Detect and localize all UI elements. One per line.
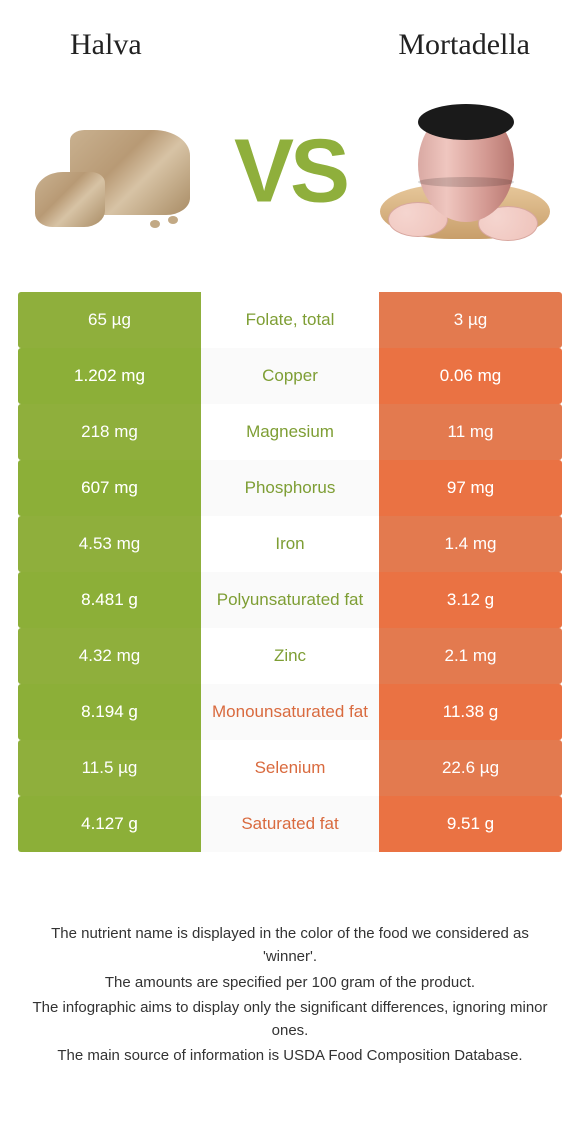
table-row: 1.202 mgCopper0.06 mg bbox=[18, 348, 562, 404]
food-title-right: Mortadella bbox=[280, 28, 530, 62]
nutrient-name: Folate, total bbox=[201, 292, 379, 348]
value-right: 11.38 g bbox=[379, 684, 562, 740]
header: Halva Mortadella bbox=[0, 0, 580, 72]
value-left: 65 µg bbox=[18, 292, 201, 348]
value-left: 4.32 mg bbox=[18, 628, 201, 684]
table-row: 8.194 gMonounsaturated fat11.38 g bbox=[18, 684, 562, 740]
table-row: 8.481 gPolyunsaturated fat3.12 g bbox=[18, 572, 562, 628]
nutrient-name: Zinc bbox=[201, 628, 379, 684]
value-left: 8.194 g bbox=[18, 684, 201, 740]
footnote-line: The main source of information is USDA F… bbox=[30, 1044, 550, 1067]
nutrient-name: Selenium bbox=[201, 740, 379, 796]
value-left: 11.5 µg bbox=[18, 740, 201, 796]
table-row: 4.53 mgIron1.4 mg bbox=[18, 516, 562, 572]
table-row: 4.127 gSaturated fat9.51 g bbox=[18, 796, 562, 852]
nutrient-name: Monounsaturated fat bbox=[201, 684, 379, 740]
value-left: 4.53 mg bbox=[18, 516, 201, 572]
value-right: 2.1 mg bbox=[379, 628, 562, 684]
table-row: 607 mgPhosphorus97 mg bbox=[18, 460, 562, 516]
value-right: 3 µg bbox=[379, 292, 562, 348]
nutrient-name: Phosphorus bbox=[201, 460, 379, 516]
table-row: 218 mgMagnesium11 mg bbox=[18, 404, 562, 460]
footnote-line: The amounts are specified per 100 gram o… bbox=[30, 971, 550, 994]
table-row: 11.5 µgSelenium22.6 µg bbox=[18, 740, 562, 796]
halva-image bbox=[30, 122, 200, 232]
footnotes: The nutrient name is displayed in the co… bbox=[0, 922, 580, 1068]
value-right: 9.51 g bbox=[379, 796, 562, 852]
value-right: 97 mg bbox=[379, 460, 562, 516]
value-right: 0.06 mg bbox=[379, 348, 562, 404]
food-title-left: Halva bbox=[50, 28, 280, 62]
value-left: 1.202 mg bbox=[18, 348, 201, 404]
value-right: 3.12 g bbox=[379, 572, 562, 628]
value-right: 22.6 µg bbox=[379, 740, 562, 796]
table-row: 4.32 mgZinc2.1 mg bbox=[18, 628, 562, 684]
value-left: 607 mg bbox=[18, 460, 201, 516]
hero-section: VS bbox=[0, 72, 580, 282]
footnote-line: The nutrient name is displayed in the co… bbox=[30, 922, 550, 969]
nutrient-name: Polyunsaturated fat bbox=[201, 572, 379, 628]
value-left: 218 mg bbox=[18, 404, 201, 460]
footnote-line: The infographic aims to display only the… bbox=[30, 996, 550, 1043]
value-left: 4.127 g bbox=[18, 796, 201, 852]
mortadella-image bbox=[380, 107, 550, 247]
table-row: 65 µgFolate, total3 µg bbox=[18, 292, 562, 348]
value-right: 11 mg bbox=[379, 404, 562, 460]
value-left: 8.481 g bbox=[18, 572, 201, 628]
nutrient-name: Magnesium bbox=[201, 404, 379, 460]
nutrient-name: Iron bbox=[201, 516, 379, 572]
nutrient-table: 65 µgFolate, total3 µg1.202 mgCopper0.06… bbox=[18, 292, 562, 852]
nutrient-name: Copper bbox=[201, 348, 379, 404]
value-right: 1.4 mg bbox=[379, 516, 562, 572]
vs-label: VS bbox=[234, 120, 346, 223]
nutrient-name: Saturated fat bbox=[201, 796, 379, 852]
